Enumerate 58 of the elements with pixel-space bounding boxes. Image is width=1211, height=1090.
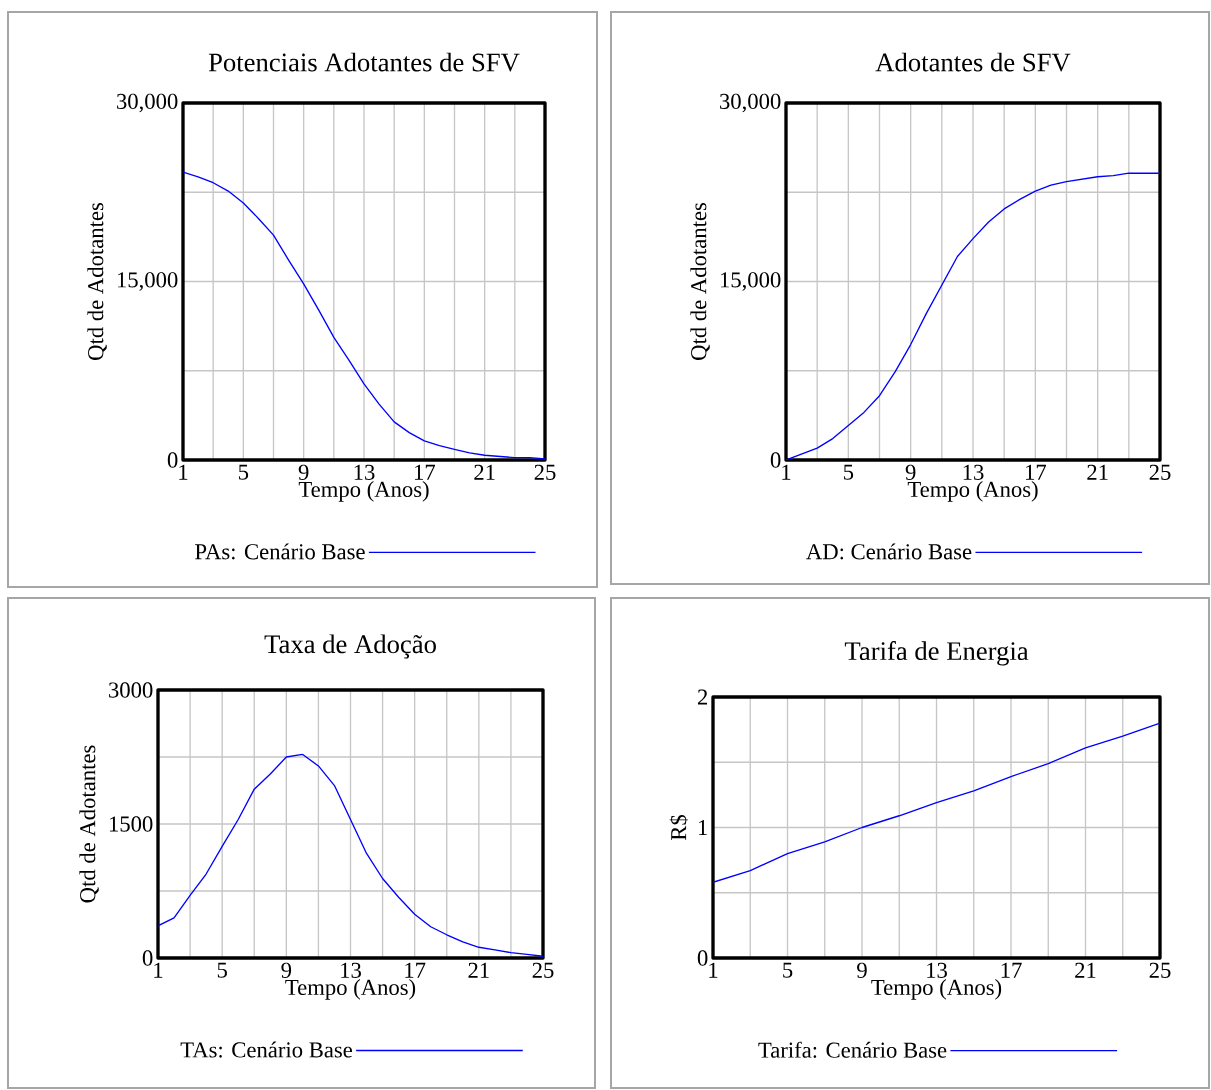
x-tick-label: 21 xyxy=(1075,962,1096,978)
x-axis-title: Tempo (Anos) xyxy=(285,979,416,1000)
x-tick-label: 25 xyxy=(534,464,556,480)
y-tick-label: 0 xyxy=(770,452,781,468)
x-tick-label: 21 xyxy=(474,464,495,480)
x-tick-label: 13 xyxy=(341,962,361,978)
x-tick-label: 1 xyxy=(709,962,718,978)
x-tick-label: 5 xyxy=(217,962,227,978)
x-axis-title: Tempo (Anos) xyxy=(871,979,1002,1000)
x-tick-label: 21 xyxy=(1087,464,1108,480)
y-tick-label: 30,000 xyxy=(117,93,178,113)
x-tick-label: 25 xyxy=(1149,962,1171,978)
x-tick-label: 9 xyxy=(857,962,867,978)
x-tick-label: 17 xyxy=(1001,962,1022,978)
y-tick-label: 15,000 xyxy=(117,272,178,291)
y-axis-title: Qtd de Adotantes xyxy=(87,203,107,360)
y-tick-label: 15,000 xyxy=(720,272,781,291)
x-tick-label: 9 xyxy=(905,464,916,480)
x-tick-label: 1 xyxy=(782,464,791,480)
y-tick-label: 30,000 xyxy=(720,93,781,113)
x-tick-label: 13 xyxy=(354,464,375,480)
x-tick-label: 5 xyxy=(843,464,854,480)
x-tick-label: 5 xyxy=(238,464,249,480)
y-tick-label: 1500 xyxy=(109,816,153,832)
x-tick-label: 13 xyxy=(927,962,947,978)
line-series xyxy=(158,753,544,957)
x-tick-label: 21 xyxy=(468,962,489,978)
y-tick-label: 1 xyxy=(698,820,707,835)
y-axis-title: Qtd de Adotantes xyxy=(79,745,99,903)
x-tick-label: 13 xyxy=(963,464,984,480)
y-axis-title: Qtd de Adotantes xyxy=(690,203,710,360)
y-tick-label: 0 xyxy=(697,950,708,966)
chart-title: Adotantes de SFV xyxy=(875,52,1071,72)
text: TAs: Cenário Base xyxy=(180,1041,353,1058)
x-axis-title: Tempo (Anos) xyxy=(298,481,429,502)
y-tick-label: 3000 xyxy=(109,682,153,698)
x-tick-label: 1 xyxy=(179,464,188,480)
x-tick-label: 17 xyxy=(1025,464,1047,480)
line-series xyxy=(713,722,1161,883)
x-tick-label: 1 xyxy=(154,962,163,978)
x-tick-label: 9 xyxy=(298,464,309,480)
text: Tarifa: Cenário Base xyxy=(758,1041,947,1058)
chart-title: Taxa de Adoção xyxy=(264,634,436,659)
y-axis-title: R$ xyxy=(669,814,688,841)
chart-title: Potenciais Adotantes de SFV xyxy=(208,52,520,72)
y-tick-label: 0 xyxy=(167,452,178,468)
y-tick-label: 2 xyxy=(697,689,708,705)
text: AD: Cenário Base xyxy=(806,543,972,560)
chart-title: Tarifa de Energia xyxy=(844,641,1029,666)
x-tick-label: 25 xyxy=(532,962,554,978)
text: PAs: Cenário Base xyxy=(195,543,365,560)
x-tick-label: 25 xyxy=(1149,464,1171,480)
x-tick-label: 9 xyxy=(281,962,292,978)
x-tick-label: 17 xyxy=(414,464,436,480)
x-tick-label: 5 xyxy=(783,962,793,978)
x-tick-label: 17 xyxy=(405,962,426,978)
y-tick-label: 0 xyxy=(142,950,153,966)
x-axis-title: Tempo (Anos) xyxy=(907,481,1038,502)
